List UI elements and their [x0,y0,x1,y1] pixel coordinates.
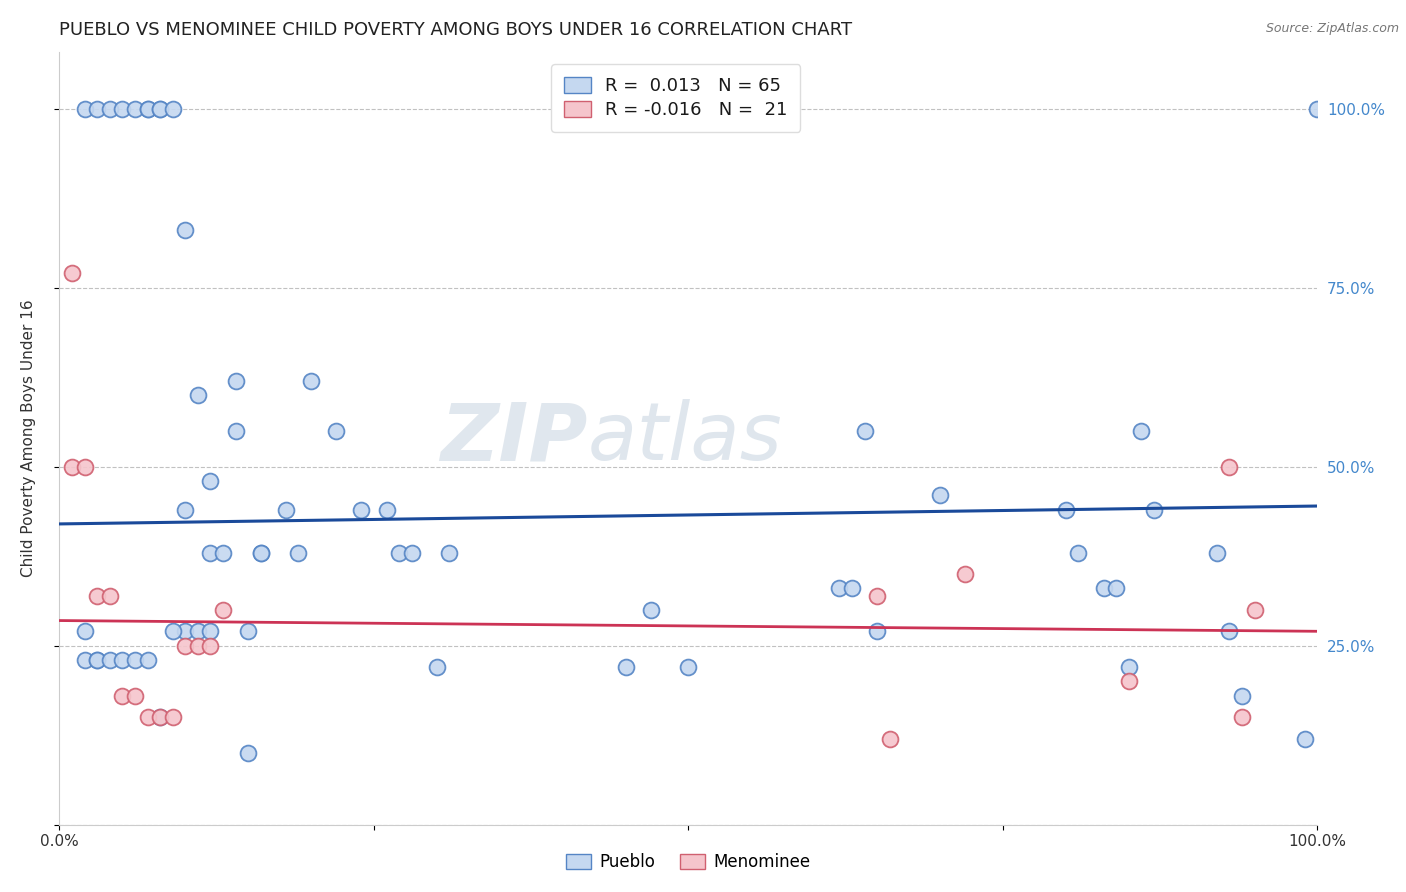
Point [853,424,876,438]
Point [1243,603,1265,617]
Point [439,545,461,559]
Text: PUEBLO VS MENOMINEE CHILD POVERTY AMONG BOYS UNDER 16 CORRELATION CHART: PUEBLO VS MENOMINEE CHILD POVERTY AMONG … [59,21,852,39]
Point [200,474,222,488]
Point [86,653,108,667]
Point [111,689,134,703]
Point [828,582,851,596]
Point [841,582,863,596]
Point [212,545,235,559]
Point [136,653,159,667]
Legend: Pueblo, Menominee: Pueblo, Menominee [560,847,817,878]
Point [225,424,247,438]
Point [1105,582,1128,596]
Point [1306,102,1329,116]
Point [174,223,197,237]
Point [111,102,134,116]
Point [1205,545,1227,559]
Point [640,603,662,617]
Point [111,653,134,667]
Point [1218,624,1240,639]
Point [73,459,96,474]
Point [187,639,209,653]
Point [124,653,146,667]
Point [86,653,108,667]
Point [124,689,146,703]
Point [136,102,159,116]
Point [124,102,146,116]
Point [98,589,121,603]
Point [136,710,159,724]
Point [426,660,449,674]
Point [136,102,159,116]
Point [350,502,373,516]
Point [953,567,976,582]
Point [149,102,172,116]
Point [1294,731,1316,746]
Point [866,624,889,639]
Point [866,589,889,603]
Point [287,545,309,559]
Point [86,102,108,116]
Point [1054,502,1077,516]
Point [1067,545,1090,559]
Point [1143,502,1166,516]
Text: Source: ZipAtlas.com: Source: ZipAtlas.com [1265,22,1399,36]
Point [388,545,411,559]
Point [225,374,247,388]
Point [200,545,222,559]
Point [1230,710,1253,724]
Point [174,502,197,516]
Point [187,624,209,639]
Point [149,710,172,724]
Point [162,624,184,639]
Point [249,545,271,559]
Point [299,374,322,388]
Point [149,710,172,724]
Point [174,639,197,653]
Point [98,102,121,116]
Point [274,502,297,516]
Point [162,710,184,724]
Point [1218,459,1240,474]
Point [879,731,901,746]
Point [187,388,209,402]
Point [614,660,637,674]
Point [249,545,271,559]
Point [212,603,235,617]
Point [60,266,83,280]
Point [236,746,259,760]
Point [1130,424,1153,438]
Point [375,502,398,516]
Point [929,488,952,502]
Point [1118,674,1140,689]
Point [236,624,259,639]
Point [60,459,83,474]
Point [1118,660,1140,674]
Point [86,589,108,603]
Y-axis label: Child Poverty Among Boys Under 16: Child Poverty Among Boys Under 16 [21,299,35,577]
Point [73,102,96,116]
Point [1230,689,1253,703]
Point [1092,582,1115,596]
Point [325,424,347,438]
Point [149,102,172,116]
Point [162,102,184,116]
Point [98,653,121,667]
Text: ZIP: ZIP [440,399,588,477]
Point [174,624,197,639]
Text: atlas: atlas [588,399,783,477]
Point [401,545,423,559]
Point [73,653,96,667]
Point [73,624,96,639]
Point [200,639,222,653]
Point [678,660,700,674]
Point [200,624,222,639]
